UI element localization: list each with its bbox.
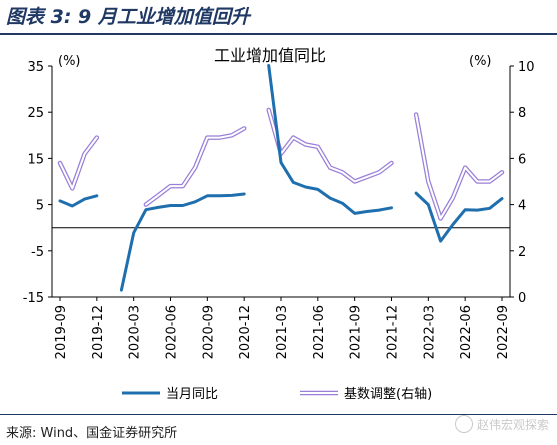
left-tick-label: 5	[36, 199, 44, 214]
legend-label-monthly-yoy: 当月同比	[166, 387, 218, 402]
x-tick-label: 2020-03	[128, 305, 143, 359]
x-tick-label: 2019-12	[91, 305, 106, 359]
series-line-base-adjusted-core	[59, 108, 503, 220]
left-tick-label: -15	[23, 291, 44, 306]
series-line-monthly-yoy	[58, 64, 504, 292]
x-tick-label: 2020-12	[238, 305, 253, 359]
left-tick-label: 35	[27, 60, 44, 75]
right-tick-label: 0	[518, 291, 526, 306]
right-tick-label: 8	[518, 106, 526, 121]
right-tick-label: 10	[518, 60, 535, 75]
right-axis-unit: (%)	[469, 54, 492, 69]
axes-layer: 35 25 15 5 -5 -15 10 8 6 4 2 0 2019-09 2019-12 2020-03…	[23, 60, 535, 359]
left-tick-label: 25	[27, 106, 44, 121]
x-tick-label: 2022-03	[422, 305, 437, 359]
x-tick-label: 2019-09	[54, 305, 69, 359]
left-tick-label: -5	[31, 245, 44, 260]
right-tick-label: 2	[518, 245, 526, 260]
x-tick-label: 2022-06	[459, 305, 474, 359]
title-divider	[0, 33, 557, 35]
legend: 当月同比 基数调整(右轴)	[122, 387, 432, 402]
watermark-text: 赵伟宏观探索	[477, 418, 550, 432]
x-tick-label: 2021-12	[386, 305, 401, 359]
left-tick-label: 15	[27, 152, 44, 167]
industrial-value-chart: 35 25 15 5 -5 -15 10 8 6 4 2 0 2019-09 2019-12 2020-03…	[23, 46, 535, 402]
right-tick-label: 6	[518, 152, 526, 167]
left-axis-unit: (%)	[58, 54, 81, 69]
x-tick-label: 2020-06	[165, 305, 180, 359]
chart-title: 工业增加值同比	[214, 46, 326, 65]
figure-title: 图表 3: 9 月工业增加值回升	[6, 6, 250, 28]
x-tick-label: 2022-09	[496, 305, 511, 359]
right-tick-label: 4	[518, 199, 526, 214]
watermark-logo-icon	[455, 415, 473, 433]
x-tick-label: 2021-09	[349, 305, 364, 359]
watermark: 赵伟宏观探索	[455, 413, 555, 443]
x-tick-label: 2021-06	[312, 305, 327, 359]
x-tick-label: 2020-09	[201, 305, 216, 359]
series-layer	[57, 64, 505, 292]
x-tick-label: 2021-03	[275, 305, 290, 359]
legend-label-base-adjusted: 基数调整(右轴)	[344, 387, 432, 402]
source-note: 来源: Wind、国金证券研究所	[6, 426, 178, 441]
source-divider	[0, 414, 557, 415]
